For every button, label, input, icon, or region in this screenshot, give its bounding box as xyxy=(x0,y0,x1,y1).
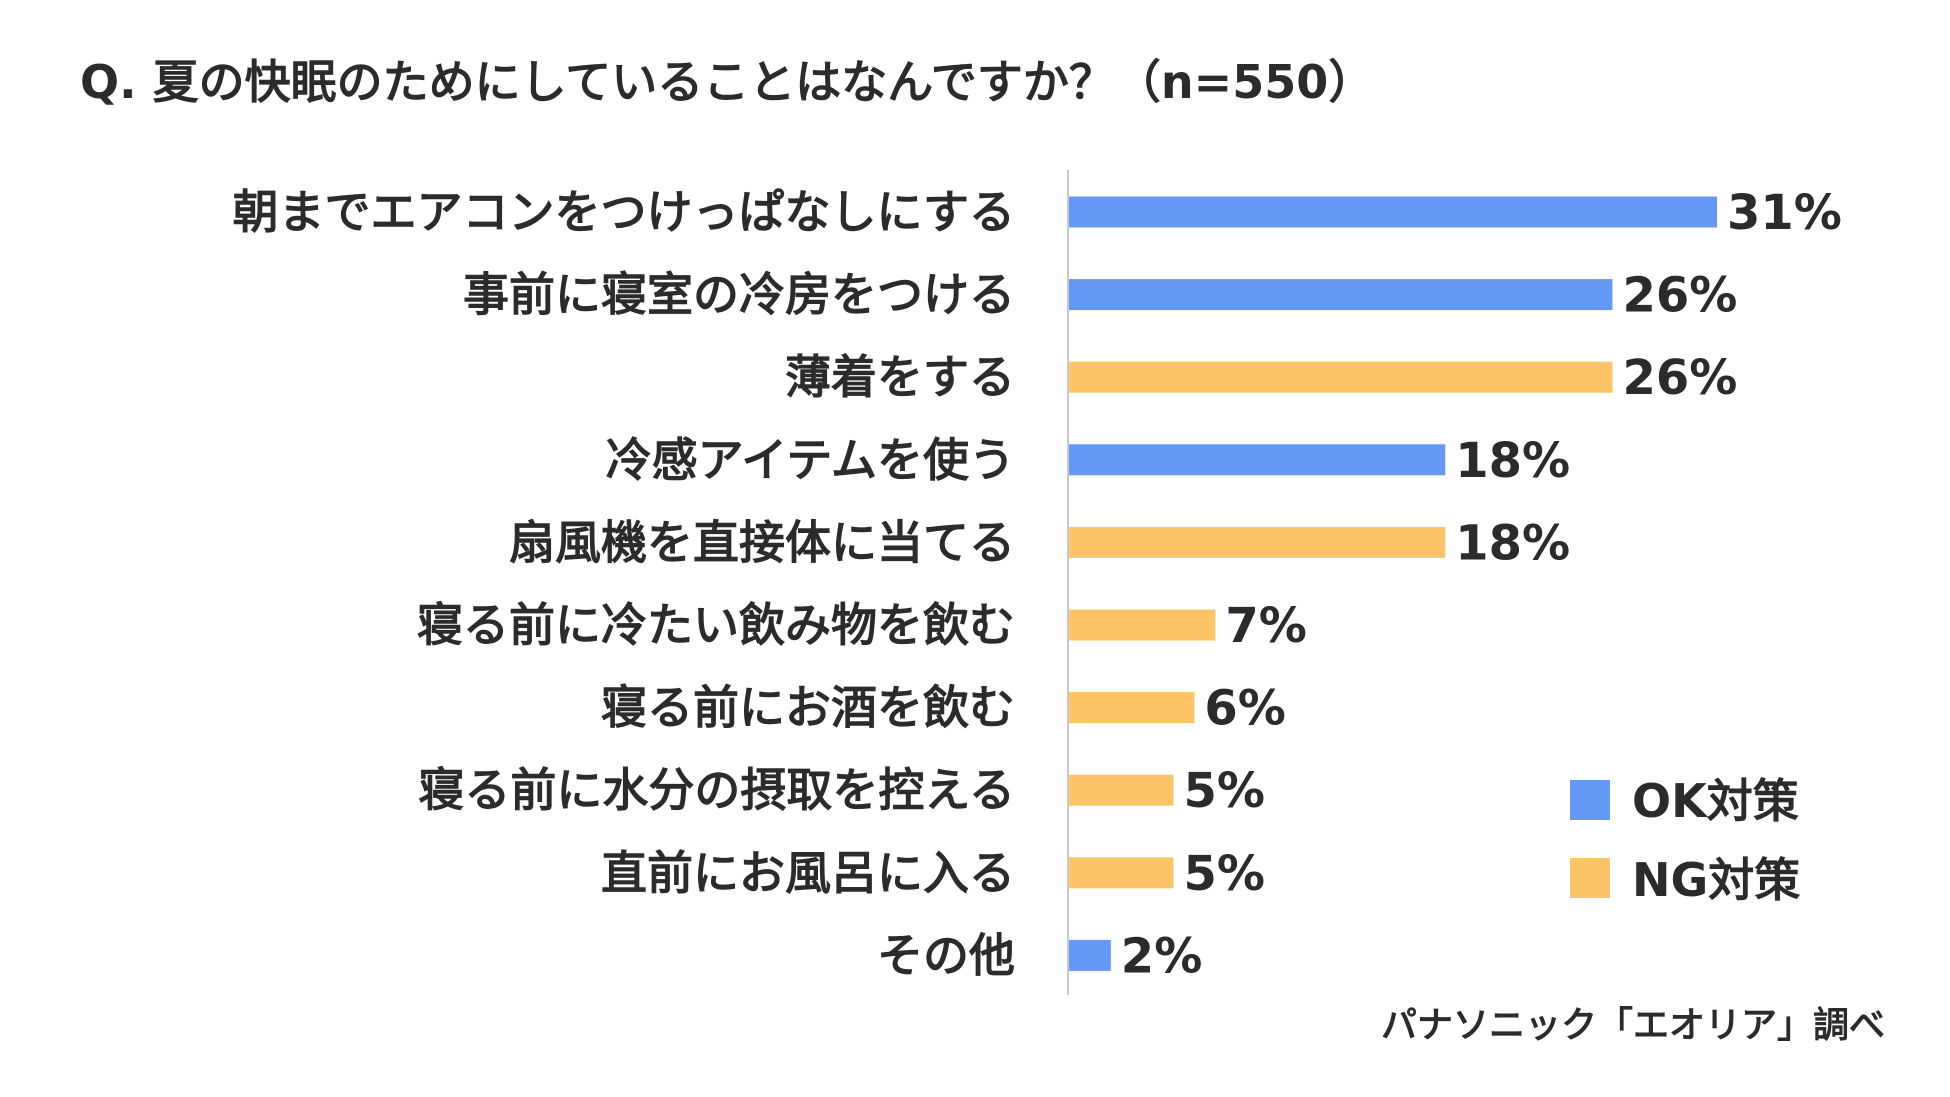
value-label-9: 5% xyxy=(1184,846,1266,902)
bar-2 xyxy=(1069,279,1613,311)
category-label-6: 寝る前に冷たい飲み物を飲む xyxy=(417,598,1015,652)
chart-title: Q. 夏の快眠のためにしていることはなんですか？（n=550） xyxy=(80,55,1374,109)
source-note: パナソニック「エオリア」調べ xyxy=(1381,1005,1885,1046)
value-label-6: 7% xyxy=(1225,598,1307,654)
legend-ok-swatch xyxy=(1570,780,1610,820)
category-label-8: 寝る前に水分の摂取を控える xyxy=(418,763,1015,817)
value-label-3: 26% xyxy=(1622,350,1737,406)
bar-4 xyxy=(1069,444,1446,476)
category-label-10: その他 xyxy=(877,928,1015,982)
category-label-9: 直前にお風呂に入る xyxy=(601,846,1015,900)
category-label-1: 朝までエアコンをつけっぱなしにする xyxy=(233,185,1015,239)
value-label-8: 5% xyxy=(1184,763,1266,819)
value-label-5: 18% xyxy=(1455,515,1570,571)
legend: OK対策 NG対策 xyxy=(1570,774,1800,907)
legend-ok-label: OK対策 xyxy=(1632,774,1799,828)
bar-6 xyxy=(1069,609,1216,641)
bars-group xyxy=(1069,196,1717,971)
category-label-7: 寝る前にお酒を飲む xyxy=(601,681,1015,735)
bar-9 xyxy=(1069,857,1174,889)
legend-ng-label: NG対策 xyxy=(1632,853,1800,907)
bar-10 xyxy=(1069,939,1111,971)
bar-7 xyxy=(1069,692,1195,724)
category-label-4: 冷感アイテムを使う xyxy=(606,433,1015,487)
value-label-10: 2% xyxy=(1121,928,1203,984)
bar-3 xyxy=(1069,361,1613,393)
category-label-2: 事前に寝室の冷房をつける xyxy=(463,268,1015,322)
bar-8 xyxy=(1069,774,1174,806)
value-label-4: 18% xyxy=(1455,433,1570,489)
bar-5 xyxy=(1069,526,1446,558)
value-label-1: 31% xyxy=(1727,185,1842,241)
value-label-2: 26% xyxy=(1622,268,1737,324)
category-label-3: 薄着をする xyxy=(785,350,1015,404)
value-labels: 31% 26% 26% 18% 18% 7% 6% 5% 5% 2% xyxy=(1121,185,1842,984)
category-labels: 朝までエアコンをつけっぱなしにする事前に寝室の冷房をつける薄着をする冷感アイテム… xyxy=(233,185,1015,982)
value-label-7: 6% xyxy=(1204,681,1286,737)
bar-1 xyxy=(1069,196,1717,228)
category-label-5: 扇風機を直接体に当てる xyxy=(509,515,1015,569)
legend-ng-swatch xyxy=(1570,858,1610,898)
